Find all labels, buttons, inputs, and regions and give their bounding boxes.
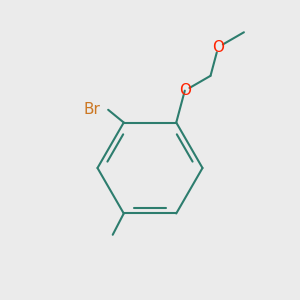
Text: O: O bbox=[212, 40, 224, 55]
Text: Br: Br bbox=[83, 102, 100, 117]
Text: O: O bbox=[179, 83, 191, 98]
